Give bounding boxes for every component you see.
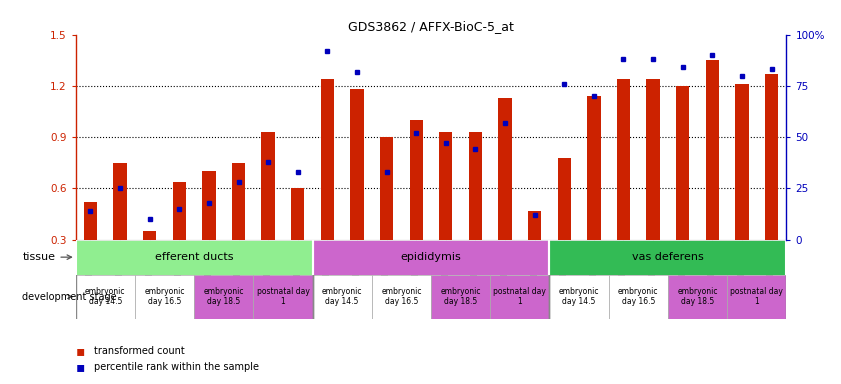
Bar [320,79,334,240]
Text: embryonic
day 14.5: embryonic day 14.5 [558,287,600,306]
Text: epididymis: epididymis [400,252,462,262]
Bar [76,240,313,275]
Text: embryonic
day 16.5: embryonic day 16.5 [381,287,421,306]
Bar [764,74,778,240]
Bar [380,137,394,240]
Bar [528,211,542,240]
Bar [172,182,186,240]
Text: development stage: development stage [23,291,117,301]
Bar [313,240,549,275]
Title: GDS3862 / AFFX-BioC-5_at: GDS3862 / AFFX-BioC-5_at [348,20,514,33]
Text: embryonic
day 18.5: embryonic day 18.5 [677,287,717,306]
Text: embryonic
day 16.5: embryonic day 16.5 [145,287,185,306]
Text: postnatal day
1: postnatal day 1 [730,287,783,306]
Text: postnatal day
1: postnatal day 1 [257,287,309,306]
Bar [253,275,313,319]
Bar [351,89,363,240]
Bar [135,275,194,319]
Bar [558,158,571,240]
Bar [587,96,600,240]
Bar [372,275,431,319]
Text: embryonic
day 18.5: embryonic day 18.5 [441,287,481,306]
Bar [203,171,215,240]
Bar [647,79,659,240]
Bar [262,132,275,240]
Bar [668,275,727,319]
Text: embryonic
day 14.5: embryonic day 14.5 [322,287,362,306]
Bar [410,120,423,240]
Text: embryonic
day 14.5: embryonic day 14.5 [85,287,125,306]
Text: ▪: ▪ [76,344,85,358]
Bar [549,275,609,319]
Bar [114,163,127,240]
Bar [76,275,135,319]
Bar [609,275,668,319]
Bar [143,231,156,240]
Text: vas deferens: vas deferens [632,252,704,262]
Bar [439,132,452,240]
Bar [232,163,246,240]
Bar [735,84,748,240]
Text: embryonic
day 18.5: embryonic day 18.5 [204,287,244,306]
Text: ▪: ▪ [76,360,85,374]
Bar [84,202,98,240]
Text: transformed count: transformed count [94,346,185,356]
Bar [291,189,304,240]
Bar [490,275,549,319]
Bar [706,60,719,240]
Text: embryonic
day 16.5: embryonic day 16.5 [618,287,659,306]
Text: percentile rank within the sample: percentile rank within the sample [94,362,259,372]
Bar [194,275,253,319]
Bar [727,275,786,319]
Bar [676,86,690,240]
Bar [616,79,630,240]
Bar [313,275,372,319]
Text: postnatal day
1: postnatal day 1 [494,287,547,306]
Text: tissue: tissue [23,252,71,262]
Bar [431,275,490,319]
Text: efferent ducts: efferent ducts [155,252,234,262]
Bar [549,240,786,275]
Bar [468,132,482,240]
Bar [499,98,511,240]
